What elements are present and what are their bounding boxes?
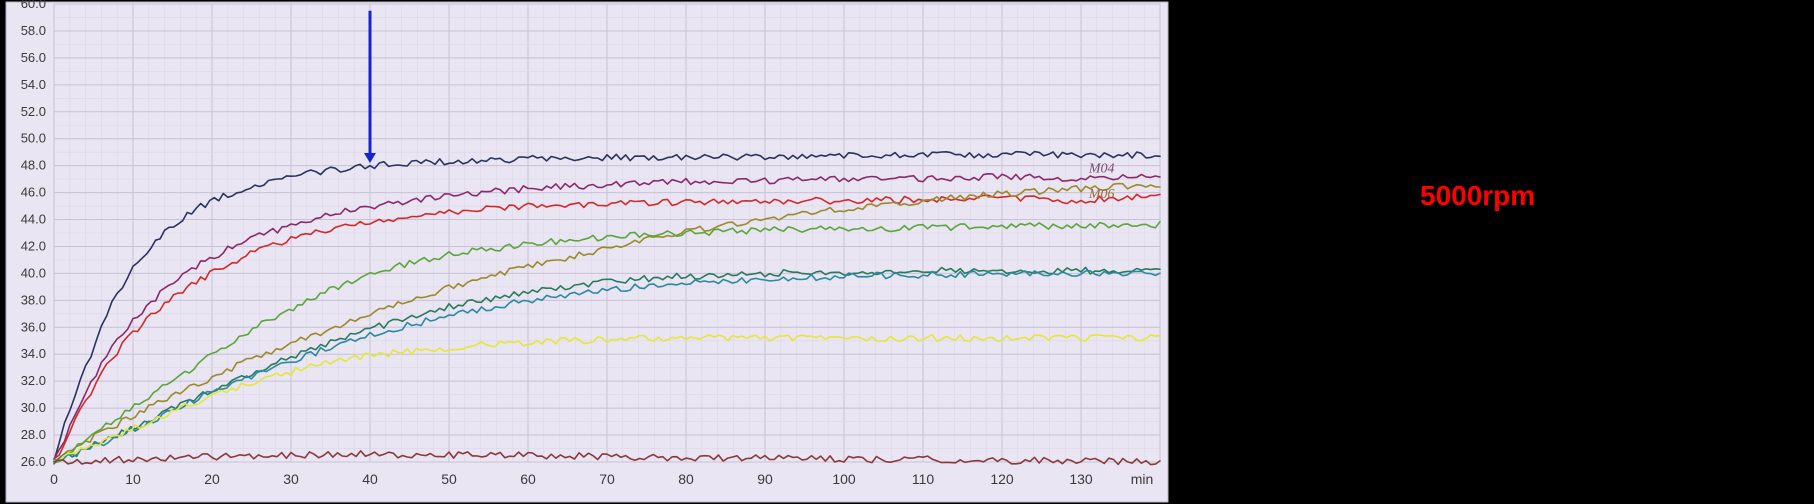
x-tick-label: 80 [678, 471, 694, 487]
y-tick-label: 56.0 [21, 50, 46, 65]
y-tick-label: 28.0 [21, 427, 46, 442]
x-tick-label: 60 [520, 471, 536, 487]
x-unit-label: min [1131, 471, 1154, 487]
x-tick-label: 20 [204, 471, 220, 487]
y-tick-label: 38.0 [21, 292, 46, 307]
x-tick-label: 120 [990, 471, 1014, 487]
x-tick-label: 70 [599, 471, 615, 487]
y-tick-label: 54.0 [21, 77, 46, 92]
x-tick-label: 110 [912, 471, 935, 487]
x-tick-label: 40 [362, 471, 378, 487]
x-tick-label: 10 [125, 471, 141, 487]
y-tick-label: 26.0 [21, 454, 46, 469]
y-tick-label: 40.0 [21, 265, 46, 280]
x-tick-label: 50 [441, 471, 457, 487]
x-tick-label: 0 [50, 471, 58, 487]
temperature-chart: 26.0 28.0 30.0 32.0 34.0 36.0 38.0 40.0 42.0 44.0… [0, 0, 1814, 504]
y-tick-label: 60.0 [21, 0, 46, 11]
x-tick-label: 90 [757, 471, 773, 487]
x-tick-label: 130 [1069, 471, 1093, 487]
y-tick-label: 32.0 [21, 373, 46, 388]
y-tick-label: 44.0 [21, 212, 46, 227]
x-tick-label: 30 [283, 471, 299, 487]
figure-wrapper: 26.0 28.0 30.0 32.0 34.0 36.0 38.0 40.0 42.0 44.0… [0, 0, 1814, 504]
y-tick-label: 34.0 [21, 346, 46, 361]
x-tick-label: 100 [832, 471, 856, 487]
y-tick-label: 42.0 [21, 238, 46, 253]
y-tick-label: 30.0 [21, 400, 46, 415]
y-tick-label: 46.0 [21, 185, 46, 200]
y-tick-label: 48.0 [21, 158, 46, 173]
y-tick-label: 58.0 [21, 23, 46, 38]
annotation: M04 [1088, 161, 1115, 176]
y-tick-label: 36.0 [21, 319, 46, 334]
annotation: M06 [1088, 187, 1115, 202]
y-tick-label: 50.0 [21, 131, 46, 146]
y-tick-label: 52.0 [21, 104, 46, 119]
rpm-label: 5000rpm [1420, 180, 1535, 212]
